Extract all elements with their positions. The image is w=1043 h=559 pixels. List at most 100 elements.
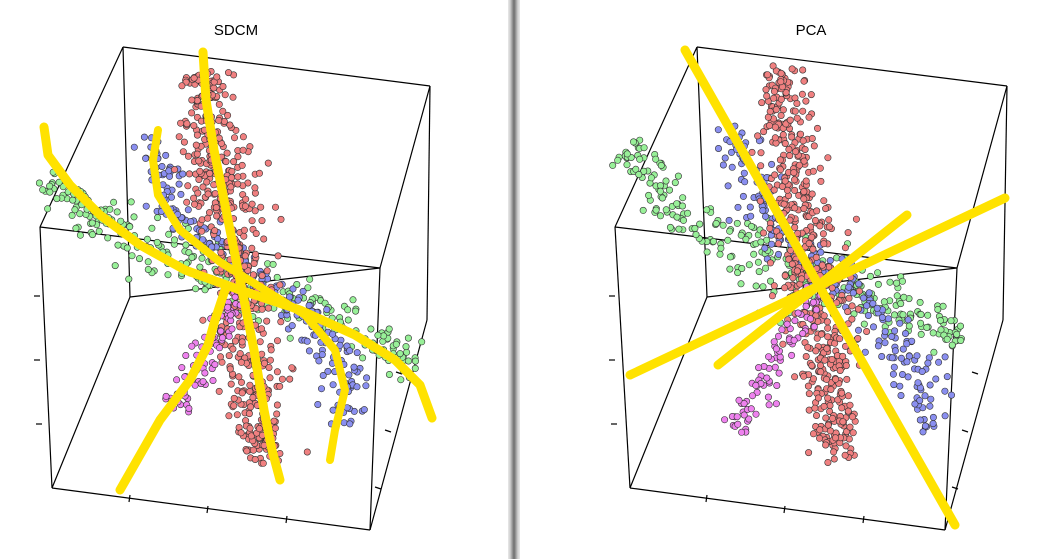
sdcm-point-green xyxy=(127,198,135,206)
pca-point-red xyxy=(825,223,833,231)
sdcm-point-red xyxy=(258,217,266,225)
pca-point-red xyxy=(849,429,857,437)
sdcm-point-red xyxy=(213,73,221,81)
pca-point-red xyxy=(777,112,785,120)
pca-point-green xyxy=(755,268,763,276)
pca-point-red xyxy=(855,287,863,295)
sdcm-point-red xyxy=(277,318,285,326)
sdcm-point-green xyxy=(72,224,80,232)
pca-point-blue xyxy=(734,203,742,211)
sdcm-point-green xyxy=(171,236,179,244)
sdcm-3d-plot[interactable]: SDCM xyxy=(0,0,508,559)
pca-point-green xyxy=(673,213,681,221)
sdcm-point-blue xyxy=(142,202,150,210)
sdcm-point-green xyxy=(273,273,281,281)
pca-point-green xyxy=(917,330,925,338)
sdcm-point-red xyxy=(185,170,193,178)
sdcm-panel[interactable]: SDCM xyxy=(0,0,508,559)
pca-point-red xyxy=(820,312,828,320)
pca-point-red xyxy=(776,166,784,174)
pca-point-blue xyxy=(869,323,877,331)
sdcm-point-red xyxy=(231,134,239,142)
pca-point-blue xyxy=(747,212,755,220)
pca-point-red xyxy=(854,305,862,313)
pca-point-red xyxy=(802,177,810,185)
sdcm-point-red xyxy=(213,212,221,220)
pca-point-blue xyxy=(903,358,911,366)
sdcm-point-pink xyxy=(224,303,232,311)
sdcm-box-edge xyxy=(51,487,371,531)
pca-point-red xyxy=(783,186,791,194)
pca-point-green xyxy=(647,174,655,182)
sdcm-point-red xyxy=(234,153,242,161)
pca-point-red xyxy=(846,401,854,409)
pca-point-pink xyxy=(764,393,772,401)
sdcm-point-red xyxy=(247,403,255,411)
pca-point-green xyxy=(614,156,622,164)
sdcm-axis-tick xyxy=(384,429,392,433)
sdcm-point-red xyxy=(240,226,248,234)
pca-point-red xyxy=(822,414,830,422)
sdcm-point-red xyxy=(212,204,220,212)
pca-point-red xyxy=(799,66,807,74)
pca-point-red xyxy=(843,375,851,383)
pca-box-edge xyxy=(614,226,958,269)
pca-point-blue xyxy=(881,339,889,347)
pca-3d-plot[interactable]: PCA xyxy=(520,0,1043,559)
sdcm-point-blue xyxy=(329,381,337,389)
sdcm-point-red xyxy=(303,448,311,456)
pca-point-red xyxy=(785,145,793,153)
pca-point-blue xyxy=(947,391,955,399)
pca-point-red xyxy=(809,430,817,438)
sdcm-point-red xyxy=(276,382,284,390)
pca-point-red xyxy=(815,434,823,442)
sdcm-point-green xyxy=(165,230,173,238)
pca-point-pink xyxy=(810,323,818,331)
sdcm-point-red xyxy=(258,272,266,280)
pca-point-red xyxy=(770,94,778,102)
sdcm-point-red xyxy=(190,122,198,130)
pca-point-blue xyxy=(762,212,770,220)
sdcm-point-red xyxy=(192,141,200,149)
pca-point-red xyxy=(808,233,816,241)
pca-point-red xyxy=(757,149,765,157)
pca-point-green xyxy=(679,202,687,210)
sdcm-point-green xyxy=(76,210,84,218)
pca-box-edge xyxy=(614,226,631,489)
pca-point-red xyxy=(800,195,808,203)
pca-point-blue xyxy=(921,422,929,430)
sdcm-point-red xyxy=(264,159,272,167)
sdcm-point-red xyxy=(277,215,285,223)
pca-point-green xyxy=(657,162,665,170)
pca-point-red xyxy=(819,230,827,238)
sdcm-point-green xyxy=(192,285,200,293)
pca-point-red xyxy=(830,455,838,463)
sdcm-point-blue xyxy=(314,400,322,408)
sdcm-point-green xyxy=(306,275,314,283)
pca-point-green xyxy=(886,278,894,286)
pca-point-red xyxy=(825,216,833,224)
pca-panel[interactable]: PCA xyxy=(520,0,1043,559)
panel-splitter[interactable] xyxy=(508,0,520,559)
pca-point-red xyxy=(818,261,826,269)
pca-point-red xyxy=(766,224,774,232)
pca-point-red xyxy=(841,451,849,459)
sdcm-point-blue xyxy=(319,371,327,379)
pca-point-pink xyxy=(771,363,779,371)
pca-point-red xyxy=(809,245,817,253)
pca-point-red xyxy=(770,282,778,290)
pca-point-red xyxy=(771,123,779,131)
pca-point-red xyxy=(764,71,772,79)
sdcm-point-green xyxy=(304,284,312,292)
sdcm-point-red xyxy=(251,184,259,192)
pca-point-blue xyxy=(941,412,949,420)
pca-point-red xyxy=(820,240,828,248)
sdcm-point-green xyxy=(402,343,410,351)
pca-point-red xyxy=(828,355,836,363)
pca-point-blue xyxy=(759,207,767,215)
sdcm-point-blue xyxy=(363,374,371,382)
pca-point-red xyxy=(816,222,824,230)
pca-point-red xyxy=(782,120,790,128)
sdcm-point-red xyxy=(184,182,192,190)
sdcm-point-blue xyxy=(303,337,311,345)
